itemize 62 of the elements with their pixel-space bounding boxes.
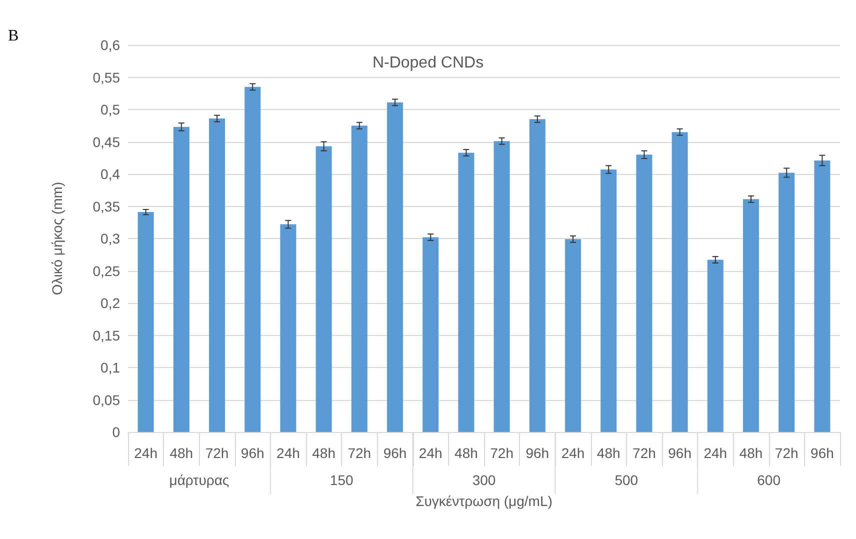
bar: [564, 239, 582, 432]
bar: [316, 146, 332, 432]
bar: [458, 152, 474, 432]
x-tick-label: 24h: [561, 445, 585, 461]
bar: [386, 102, 404, 432]
bar: [707, 260, 724, 432]
x-tick-label: 96h: [526, 445, 550, 461]
x-tick-label: 72h: [205, 445, 229, 461]
x-tick-label: 24h: [418, 445, 442, 461]
x-tick-label: 48h: [596, 445, 620, 461]
x-tick-label: 48h: [454, 445, 478, 461]
y-tick-label: 0,15: [92, 327, 120, 344]
x-tick-label: 96h: [810, 445, 834, 461]
y-tick-label: 0,3: [100, 230, 120, 246]
y-tick-label: 0,1: [100, 360, 120, 376]
x-tick-label: 72h: [632, 445, 656, 461]
bar: [672, 132, 688, 432]
bar: [173, 126, 190, 432]
x-tick-label: 96h: [240, 445, 264, 461]
y-tick-label: 0,25: [92, 262, 120, 279]
text: 150: [330, 472, 354, 488]
y-tick-label: 0,6: [100, 37, 120, 53]
x-tick-label: 96h: [383, 445, 407, 461]
x-tick-label: 24h: [704, 445, 728, 461]
bar: [494, 141, 510, 432]
y-tick-label: 0,45: [92, 134, 120, 150]
bar: [636, 154, 652, 432]
bar: [422, 237, 439, 432]
text: μάρτυρας: [169, 472, 230, 488]
y-tick-label: 0: [112, 424, 120, 440]
y-tick-label: 0,2: [100, 295, 120, 311]
x-tick-label: 48h: [312, 445, 336, 461]
x-tick-label: 24h: [134, 445, 158, 461]
bar: [138, 212, 154, 432]
x-tick-label: 48h: [170, 445, 194, 461]
bar: [778, 172, 795, 432]
bar: [814, 160, 830, 432]
text: 600: [757, 472, 781, 488]
y-axis-title: Ολικό μήκος (mm): [49, 182, 65, 296]
bar: [280, 224, 296, 432]
text: 300: [472, 472, 496, 488]
chart-subtitle: B: [8, 28, 19, 44]
x-tick-label: 48h: [739, 445, 763, 461]
y-tick-label: 0,55: [92, 69, 120, 86]
y-tick-label: 0,4: [100, 166, 120, 182]
text: 500: [614, 472, 638, 488]
x-axis-title: Συγκέντρωση (μg/mL): [416, 493, 552, 509]
bar: [600, 169, 617, 432]
bar: [244, 86, 261, 432]
x-tick-label: 24h: [276, 445, 300, 461]
bar: [529, 119, 546, 432]
x-tick-label: 96h: [668, 445, 692, 461]
bar: [208, 118, 226, 432]
x-tick-label: 72h: [774, 445, 798, 461]
bar: [742, 199, 760, 432]
y-tick-label: 0,5: [100, 102, 120, 118]
x-tick-label: 72h: [348, 445, 372, 461]
text: N-Doped CNDs: [372, 54, 484, 72]
y-tick-label: 0,35: [92, 198, 120, 214]
bar: [351, 126, 368, 432]
x-tick-label: 72h: [490, 445, 514, 461]
y-tick-label: 0,05: [92, 392, 120, 408]
